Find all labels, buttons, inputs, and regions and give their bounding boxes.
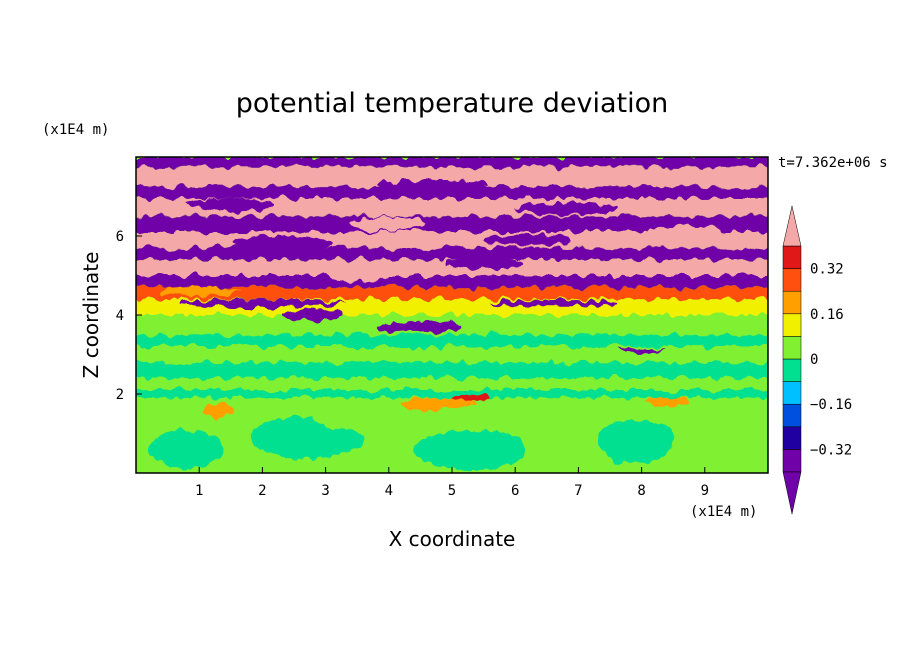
colorbar-tick-label: 0 (810, 352, 818, 368)
contour-patch (161, 286, 238, 297)
contour-band (136, 216, 768, 233)
contour-patch (597, 419, 674, 464)
x-tick-label: 3 (321, 483, 329, 499)
colorbar-tick-label: −0.32 (810, 442, 852, 458)
colorbar-tick-label: 0.16 (810, 307, 844, 323)
contour-patch (414, 429, 528, 470)
contour-band (136, 198, 768, 217)
time-label: t=7.362e+06 s (778, 155, 888, 171)
contour-patch (186, 198, 276, 211)
contour-band (136, 275, 768, 288)
contour-patch (376, 179, 490, 190)
contour-patch (180, 299, 345, 308)
colorbar-segment (782, 381, 802, 405)
contour-patch (202, 401, 234, 418)
x-tick-label: 5 (448, 483, 456, 499)
contour-patch (483, 234, 573, 246)
contour-band (136, 287, 768, 300)
contour-patch (647, 226, 724, 238)
x-tick-label: 2 (258, 483, 266, 499)
colorbar-segment (782, 449, 802, 473)
contour-band (136, 186, 768, 199)
x-axis-ticks: 1 2 3 4 5 6 7 8 9 (195, 467, 709, 499)
x-tick-label: 9 (701, 483, 709, 499)
colorbar-segment (782, 426, 802, 450)
contour-patch (281, 309, 345, 321)
contour-patch (325, 269, 389, 282)
colorbar: 0.32 0.16 0 −0.16 −0.32 (782, 205, 852, 515)
x-tick-label: 6 (511, 483, 519, 499)
contour-band (136, 334, 768, 347)
contour-band (136, 378, 768, 391)
y-axis-label: Z coordinate (79, 252, 103, 379)
contour-patch (230, 236, 332, 252)
colorbar-tick-label: −0.16 (810, 397, 852, 413)
contour-band (136, 346, 768, 363)
colorbar-segment (782, 403, 802, 428)
contour-band (136, 247, 768, 260)
colorbar-min-extension (782, 471, 802, 515)
colorbar-segment (782, 313, 802, 337)
contour-patch (515, 202, 617, 215)
contour-patch (401, 397, 478, 410)
plot-area (136, 157, 768, 473)
contour-patch (312, 405, 402, 430)
y-axis-ticks: 2 4 6 (116, 229, 142, 403)
contour-patches (148, 174, 724, 470)
contour-patch (148, 174, 212, 187)
y-tick-label: 6 (116, 229, 124, 245)
colorbar-segment (782, 245, 802, 269)
contour-patch (445, 257, 522, 270)
contour-patch (350, 217, 427, 232)
x-axis-label: X coordinate (389, 527, 516, 551)
y-axis-unit: (x1E4 m) (42, 122, 109, 138)
chart-title: potential temperature deviation (236, 88, 668, 119)
y-tick-label: 4 (116, 308, 124, 324)
contour-patch (578, 261, 642, 274)
contour-patch (489, 299, 617, 307)
contour-patch (619, 348, 664, 353)
colorbar-segment (782, 336, 802, 360)
x-tick-label: 1 (195, 483, 203, 499)
y-tick-label: 2 (116, 387, 124, 403)
x-axis-unit: (x1E4 m) (690, 504, 757, 520)
colorbar-segment (782, 290, 802, 315)
contour-patch (148, 431, 225, 468)
contour-patch (376, 321, 465, 333)
contour-patch (452, 394, 490, 402)
x-tick-label: 4 (385, 483, 393, 499)
colorbar-tick-label: 0.32 (810, 262, 844, 278)
contour-band (136, 157, 768, 167)
x-tick-label: 7 (574, 483, 582, 499)
colorbar-segment (782, 268, 802, 292)
contour-band (136, 166, 768, 187)
colorbar-max-extension (782, 205, 802, 247)
contour-band (136, 390, 768, 398)
contour-band (136, 362, 768, 379)
x-tick-label: 8 (637, 483, 645, 499)
contour-patch (644, 397, 689, 407)
colorbar-segment (782, 358, 802, 382)
